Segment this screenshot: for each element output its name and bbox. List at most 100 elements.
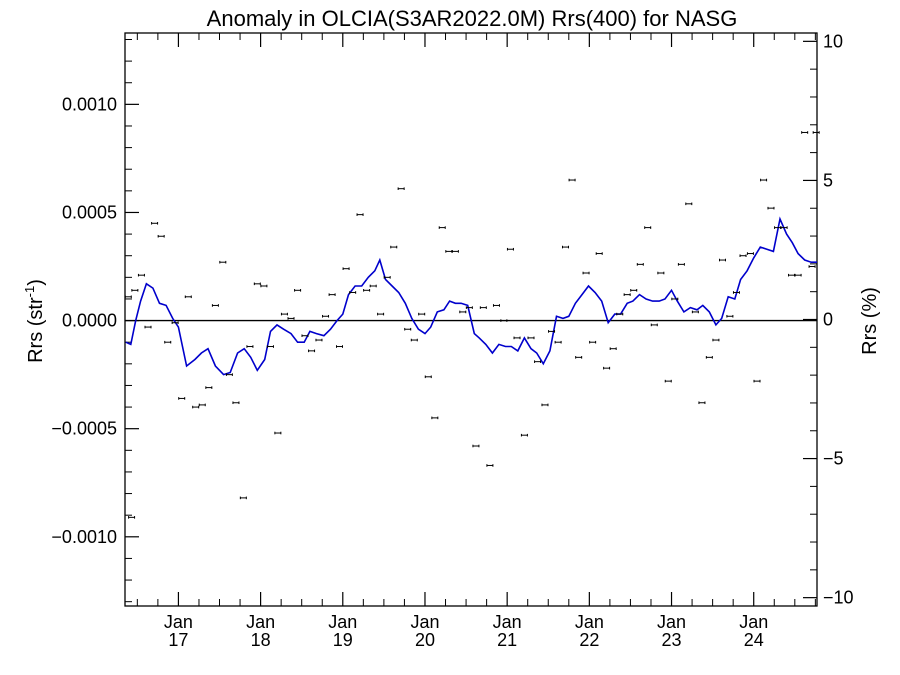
data-point-50 [459,310,467,314]
chart-title: Anomaly in OLCIA(S3AR2022.0M) Rrs(400) f… [207,6,738,31]
data-point-81 [671,297,679,301]
y-axis-left-label-superscript: -1 [22,286,37,298]
data-point-3 [137,273,145,277]
data-point-98 [788,273,796,277]
axes-and-ticks: 0.0010 0.0005 0.0000 −0.0005 −0.0010 10 5 0 −5 −1… [51,31,853,650]
x-tick-year-label-1: 18 [251,630,271,650]
data-point-77 [644,226,652,229]
data-point-1 [128,516,136,519]
x-tick-year-label-4: 21 [497,630,517,650]
svg-text:Rrs (str-1): Rrs (str-1) [22,279,47,363]
data-point-4 [144,325,152,329]
x-tick-month-label-3: Jan [410,612,439,632]
data-point-45 [424,375,432,379]
data-point-35 [356,213,364,216]
data-point-66 [568,178,576,182]
data-point-52 [472,444,480,448]
data-point-49 [451,250,459,253]
data-point-95 [767,206,775,210]
data-point-23 [274,431,282,435]
y-right-tick-label-4: −10 [823,588,854,608]
data-point-90 [732,291,740,294]
y-left-tick-label-4: −0.0010 [51,527,117,547]
data-point-44 [418,312,426,316]
data-point-54 [486,464,494,467]
data-point-16 [225,373,233,376]
data-point-5 [151,221,159,225]
data-point-71 [603,366,611,370]
y-right-tick-label-3: −5 [823,449,844,469]
data-point-2 [131,289,139,292]
y-axis-left-label: Rrs (str-1) [22,279,47,363]
data-point-93 [753,379,761,383]
data-point-82 [677,263,685,266]
x-tick-month-label-1: Jan [246,612,275,632]
data-point-61 [534,360,542,363]
data-point-0 [124,295,132,299]
x-tick-year-label-3: 20 [415,630,435,650]
data-point-24 [280,312,288,316]
data-point-94 [760,178,768,182]
y-right-tick-label-0: 10 [823,31,843,51]
data-point-17 [232,401,240,405]
y-axis-right-label: Rrs (%) [859,287,881,355]
data-point-99 [794,273,802,277]
x-tick-month-label-6: Jan [657,612,686,632]
data-point-19 [246,345,254,348]
data-point-86 [705,356,713,359]
data-point-64 [554,340,562,344]
x-tick-month-label-2: Jan [328,612,357,632]
x-tick-year-label-7: 24 [744,630,764,650]
data-point-33 [342,267,350,270]
data-point-26 [294,289,302,292]
data-point-92 [746,252,754,255]
data-point-28 [308,349,316,353]
y-right-tick-label-2: 0 [823,310,833,330]
data-point-55 [492,304,500,307]
data-point-21 [260,284,268,288]
data-point-70 [595,252,603,255]
data-point-84 [691,310,699,314]
data-point-87 [712,338,720,342]
x-tick-year-label-2: 19 [333,630,353,650]
data-point-8 [171,321,179,325]
data-point-6 [157,234,165,238]
data-point-40 [390,245,398,249]
data-point-74 [623,293,631,296]
data-point-47 [438,226,446,229]
data-point-85 [698,401,706,405]
data-point-38 [377,312,385,316]
data-point-76 [636,263,644,266]
data-series [124,131,820,519]
x-tick-month-label-4: Jan [493,612,522,632]
data-point-48 [445,250,453,253]
x-tick-year-label-5: 22 [579,630,599,650]
data-point-91 [739,254,747,258]
x-tick-month-label-0: Jan [164,612,193,632]
data-point-100 [801,131,809,134]
data-point-31 [328,293,336,296]
data-point-32 [336,345,344,348]
data-point-13 [205,386,213,389]
data-point-101 [808,265,816,268]
data-point-14 [211,304,219,307]
data-point-37 [369,284,377,288]
y-left-tick-label-2: 0.0000 [62,311,117,331]
data-point-63 [548,330,556,333]
data-point-72 [609,347,617,350]
y-left-tick-label-1: 0.0005 [62,202,117,222]
data-point-51 [465,306,473,309]
data-point-56 [500,319,508,322]
y-axis-left-label-main: Rrs (str [25,297,47,363]
data-point-9 [178,397,186,400]
data-point-27 [301,334,309,338]
data-point-73 [616,312,624,316]
data-point-67 [575,356,583,359]
data-point-36 [363,289,371,292]
data-point-25 [287,317,295,320]
data-point-53 [479,306,487,309]
y-axis-left-label-close: ) [25,279,47,286]
data-point-41 [397,187,405,190]
data-point-62 [541,403,549,407]
